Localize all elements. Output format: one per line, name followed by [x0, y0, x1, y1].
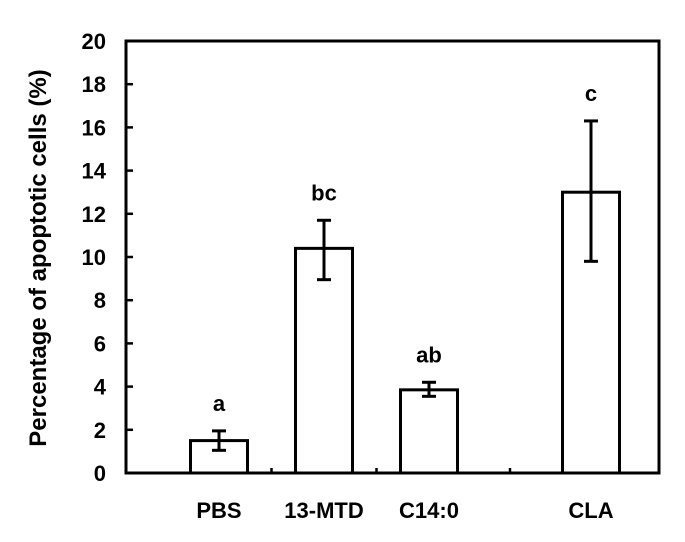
bar — [399, 388, 459, 475]
y-tick-label: 18 — [82, 72, 106, 97]
significance-label: bc — [311, 180, 337, 205]
significance-label: a — [213, 391, 226, 416]
y-tick-label: 12 — [82, 202, 106, 227]
y-axis-title: Percentage of apoptotic cells (%) — [25, 69, 52, 446]
x-category-label: PBS — [196, 498, 241, 523]
y-tick-label: 20 — [82, 29, 106, 54]
x-category-label: 13-MTD — [284, 498, 363, 523]
x-category-label: C14:0 — [399, 498, 459, 523]
y-tick-label: 6 — [94, 331, 106, 356]
bar — [294, 246, 354, 475]
x-category-label: CLA — [568, 498, 613, 523]
y-tick-label: 14 — [82, 159, 107, 184]
plot-area: 0 2 4 6 8 10 12 14 16 18 20 a PBS bc 13-MTD ab C14:0 c CLA — [82, 29, 661, 523]
y-tick-label: 10 — [82, 245, 106, 270]
y-tick-label: 4 — [94, 375, 107, 400]
y-tick-label: 2 — [94, 418, 106, 443]
y-tick-label: 0 — [94, 461, 106, 486]
y-tick-label: 8 — [94, 288, 106, 313]
significance-label: ab — [416, 342, 442, 367]
y-tick-label: 16 — [82, 115, 106, 140]
significance-label: c — [585, 81, 597, 106]
